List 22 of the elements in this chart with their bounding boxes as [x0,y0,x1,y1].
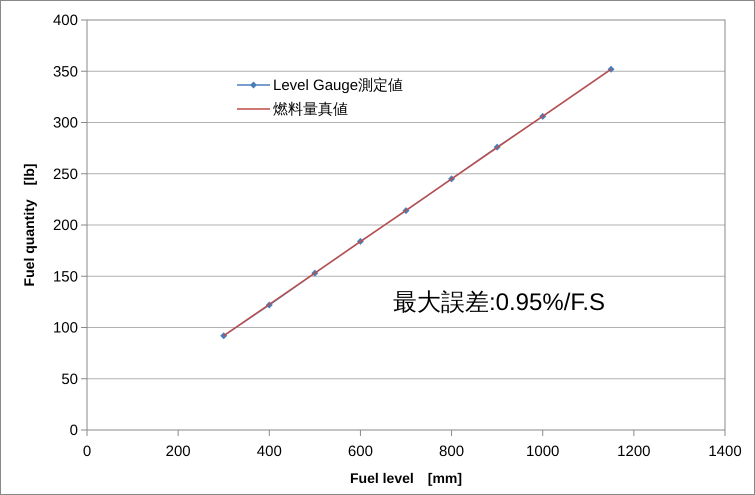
x-tick-label: 800 [439,443,464,460]
x-tick-label: 0 [82,443,92,460]
x-tick-label: 1400 [708,443,742,460]
y-tick-label: 50 [61,370,78,388]
y-tick-label: 350 [52,63,78,80]
y-tick-label: 400 [52,12,78,29]
x-tick-label: 400 [256,443,282,460]
x-tick-label: 1000 [526,443,560,460]
y-tick-label: 0 [70,422,78,439]
legend-label: Level Gauge測定値 [273,77,404,94]
annotation: 最大誤差:0.95%/F.S [393,289,606,316]
x-tick-label: 1200 [617,443,651,460]
y-axis-title: Fuel quantity [lb] [21,164,37,286]
y-tick-label: 300 [52,114,78,132]
x-tick-label: 600 [348,443,373,460]
y-tick-label: 200 [52,217,78,234]
legend-label: 燃料量真値 [273,101,348,118]
x-tick-label: 200 [166,443,191,460]
y-tick-label: 250 [52,166,78,183]
x-axis-title: Fuel level [mm] [350,470,462,486]
y-tick-label: 150 [52,268,78,286]
y-tick-label: 100 [52,320,78,336]
